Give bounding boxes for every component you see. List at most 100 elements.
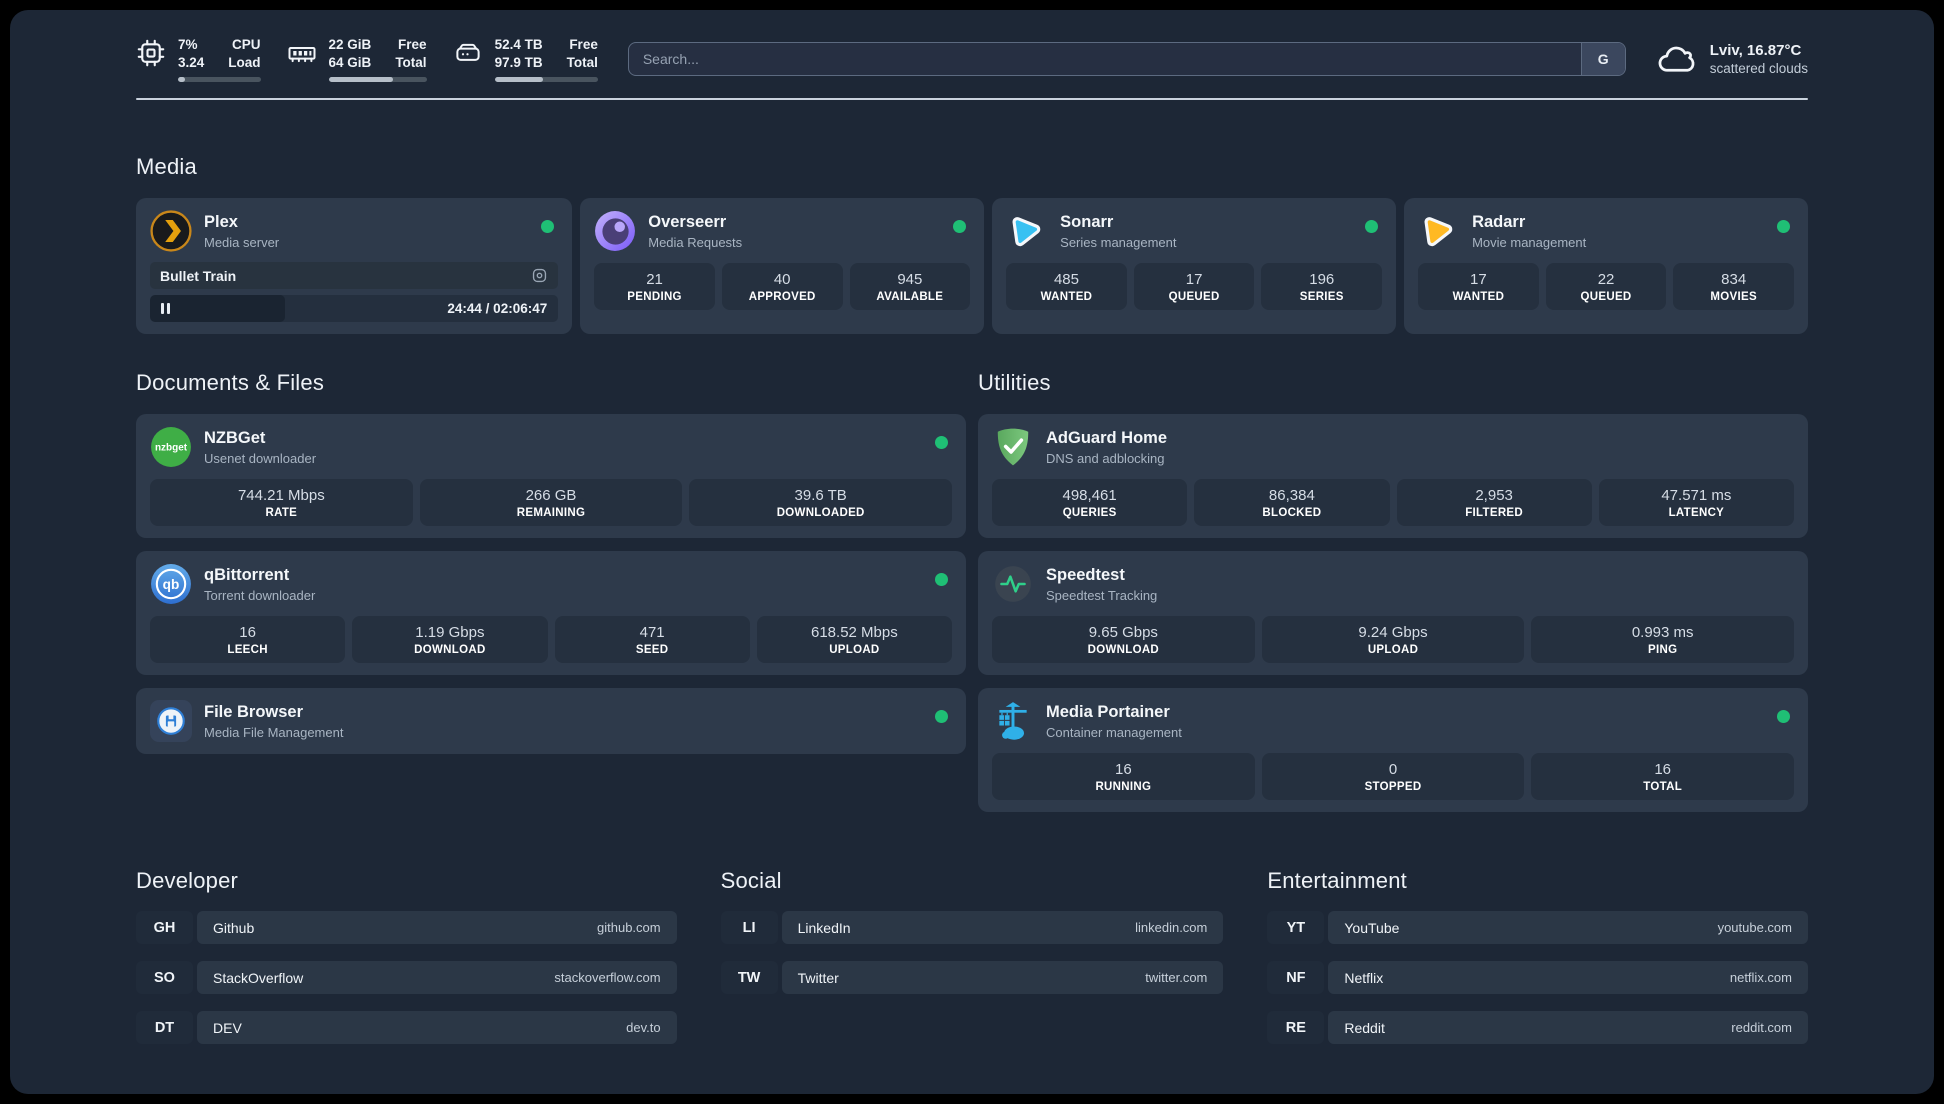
- stat-ping: 0.993 ms PING: [1531, 616, 1795, 664]
- nzbget-card[interactable]: nzbget NZBGet Usenet downloader 74: [136, 414, 966, 539]
- stat-seed: 471 SEED: [554, 616, 750, 664]
- status-dot: [1777, 710, 1790, 724]
- app-title: AdGuard Home: [1046, 428, 1168, 447]
- stat-wanted: 17 WANTED: [1418, 263, 1539, 311]
- section-social: Social LI LinkedIn linkedin.com TW Twitt…: [720, 868, 1224, 1061]
- stat-upload: 9.24 Gbps UPLOAD: [1261, 616, 1525, 664]
- stat-rate: 744.21 Mbps RATE: [150, 479, 413, 527]
- stat-approved: 40 APPROVED: [721, 263, 843, 311]
- link-url: reddit.com: [1731, 1020, 1792, 1036]
- link-youtube[interactable]: YT YouTube youtube.com: [1267, 911, 1808, 945]
- section-title-entertainment: Entertainment: [1267, 868, 1407, 894]
- weather-condition: scattered clouds: [1709, 61, 1808, 77]
- link-github[interactable]: GH Github github.com: [136, 911, 677, 945]
- link-netflix[interactable]: NF Netflix netflix.com: [1267, 961, 1808, 995]
- cast-icon[interactable]: [531, 267, 548, 284]
- app-title: Radarr: [1472, 212, 1526, 231]
- stat-remaining: 266 GB REMAINING: [419, 479, 683, 527]
- sonarr-card[interactable]: Sonarr Series management 485 WANTED 17 Q…: [992, 198, 1397, 335]
- disk-total-value: 97.9 TB: [494, 55, 543, 71]
- status-dot: [1365, 220, 1379, 234]
- link-linkedin[interactable]: LI LinkedIn linkedin.com: [720, 911, 1224, 945]
- plex-card[interactable]: Plex Media server Bullet Train: [136, 198, 573, 335]
- stat-queries: 498,461 QUERIES: [992, 479, 1188, 527]
- cloud-icon: [1656, 41, 1698, 77]
- app-title: Sonarr: [1060, 212, 1114, 231]
- link-url: github.com: [597, 920, 661, 936]
- ram-progress-bar: [328, 77, 427, 83]
- link-name: YouTube: [1344, 919, 1400, 936]
- section-utilities: Utilities: [978, 370, 1808, 813]
- app-title: Overseerr: [648, 212, 727, 231]
- cpu-icon: [136, 38, 166, 68]
- filebrowser-icon: [150, 700, 192, 743]
- portainer-card[interactable]: Media Portainer Container management 16 …: [978, 688, 1808, 813]
- stat-download: 9.65 Gbps DOWNLOAD: [992, 616, 1255, 664]
- section-media: Media Plex Media server: [136, 154, 1808, 335]
- stat-available: 945 AVAILABLE: [849, 263, 971, 311]
- app-subtitle: Series management: [1060, 234, 1177, 250]
- ram-free-value: 22 GiB: [328, 37, 372, 52]
- link-url: dev.to: [626, 1020, 661, 1036]
- app-title: Speedtest: [1046, 565, 1125, 584]
- app-title: File Browser: [204, 702, 304, 721]
- stat-running: 16 RUNNING: [992, 753, 1255, 801]
- app-title: qBittorrent: [204, 565, 290, 584]
- stat-upload: 618.52 Mbps UPLOAD: [756, 616, 952, 664]
- qbittorrent-card[interactable]: qb qBittorrent Torrent downloader: [136, 551, 966, 676]
- link-url: linkedin.com: [1135, 920, 1208, 936]
- app-subtitle: Container management: [1046, 724, 1182, 740]
- section-title-media: Media: [136, 154, 197, 180]
- stat-latency: 47.571 ms LATENCY: [1598, 479, 1794, 527]
- svg-text:qb: qb: [163, 578, 180, 593]
- link-stackoverflow[interactable]: SO StackOverflow stackoverflow.com: [136, 961, 677, 995]
- pause-icon[interactable]: [161, 303, 170, 315]
- ram-total-label: Total: [395, 55, 427, 71]
- now-playing-progress[interactable]: 24:44 / 02:06:47: [150, 295, 559, 323]
- radarr-icon: [1418, 210, 1460, 252]
- filebrowser-card[interactable]: File Browser Media File Management: [136, 688, 966, 755]
- status-dot: [935, 710, 948, 724]
- youtube-badge: YT: [1267, 911, 1325, 945]
- qbittorrent-icon: qb: [150, 563, 192, 605]
- status-dot: [935, 573, 948, 587]
- app-subtitle: Media File Management: [204, 724, 344, 740]
- dev-badge: DT: [136, 1011, 193, 1045]
- search-input[interactable]: [628, 43, 1581, 76]
- app-subtitle: Movie management: [1472, 234, 1587, 250]
- svg-text:nzbget: nzbget: [155, 443, 188, 454]
- search-engine-button[interactable]: G: [1580, 43, 1625, 76]
- cpu-load-value: 3.24: [178, 55, 205, 71]
- reddit-badge: RE: [1267, 1011, 1325, 1045]
- section-title-social: Social: [720, 868, 782, 894]
- top-bar: 7% 3.24 CPU Load: [10, 36, 1934, 83]
- cpu-usage-value: 7%: [178, 37, 198, 52]
- twitter-badge: TW: [720, 961, 778, 995]
- app-title: Media Portainer: [1046, 702, 1170, 721]
- portainer-icon: [992, 700, 1034, 742]
- overseerr-card[interactable]: Overseerr Media Requests 21 PENDING 40 A…: [580, 198, 985, 335]
- stat-queued: 22 QUEUED: [1545, 263, 1667, 311]
- link-url: netflix.com: [1729, 970, 1792, 986]
- section-entertainment: Entertainment YT YouTube youtube.com NF …: [1267, 868, 1808, 1061]
- stackoverflow-badge: SO: [136, 961, 193, 995]
- link-name: StackOverflow: [213, 969, 304, 986]
- link-reddit[interactable]: RE Reddit reddit.com: [1267, 1011, 1808, 1045]
- link-url: youtube.com: [1717, 920, 1792, 936]
- app-subtitle: Speedtest Tracking: [1046, 587, 1158, 603]
- link-dev[interactable]: DT DEV dev.to: [136, 1011, 677, 1045]
- stat-series: 196 SERIES: [1261, 263, 1383, 311]
- stat-wanted: 485 WANTED: [1006, 263, 1127, 311]
- link-twitter[interactable]: TW Twitter twitter.com: [720, 961, 1224, 995]
- radarr-card[interactable]: Radarr Movie management 17 WANTED 22 QUE…: [1404, 198, 1808, 335]
- disk-progress-bar: [494, 77, 598, 83]
- app-subtitle: Torrent downloader: [204, 587, 316, 603]
- now-playing-title: Bullet Train: [160, 267, 237, 284]
- disk-free-label: Free: [569, 37, 598, 52]
- section-title-documents: Documents & Files: [136, 370, 325, 396]
- linkedin-badge: LI: [720, 911, 778, 945]
- speedtest-card[interactable]: Speedtest Speedtest Tracking 9.65 Gbps D…: [978, 551, 1808, 676]
- link-name: Github: [213, 919, 255, 936]
- now-playing-time: 24:44 / 02:06:47: [447, 301, 548, 317]
- adguard-card[interactable]: AdGuard Home DNS and adblocking 498,461 …: [978, 414, 1808, 539]
